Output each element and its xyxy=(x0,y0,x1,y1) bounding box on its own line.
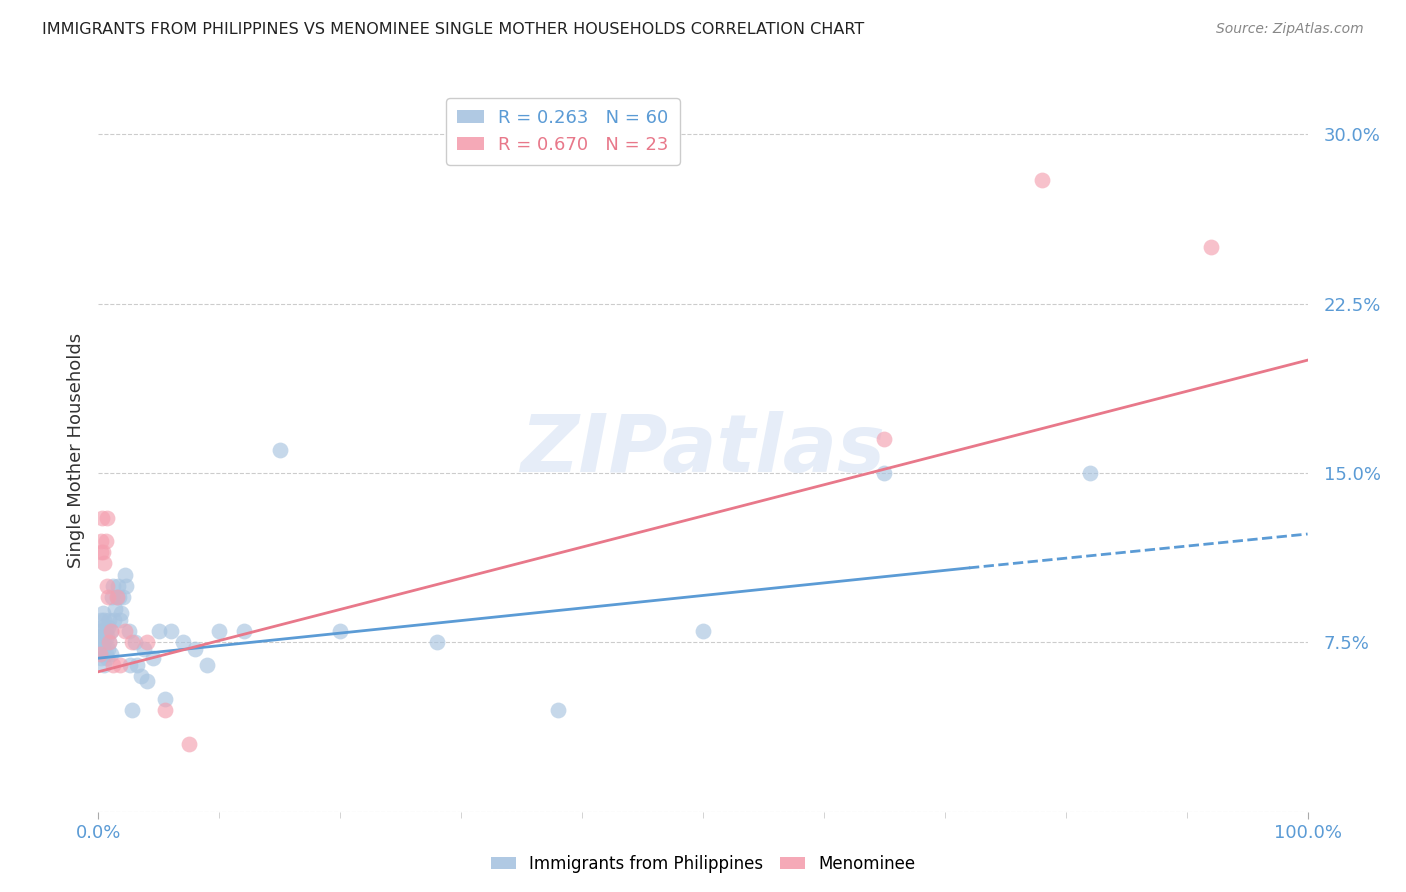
Point xyxy=(108,591,131,605)
Point xyxy=(93,557,115,571)
Point xyxy=(108,613,131,627)
Point xyxy=(89,624,111,639)
Point xyxy=(110,606,132,620)
Point xyxy=(90,651,112,665)
Point xyxy=(94,533,117,548)
Point xyxy=(426,635,449,649)
Point xyxy=(100,624,122,639)
Point xyxy=(98,635,121,649)
Point xyxy=(124,635,146,649)
Point xyxy=(1031,172,1053,186)
Point xyxy=(118,657,141,672)
Point xyxy=(269,443,291,458)
Point xyxy=(90,635,112,649)
Point xyxy=(107,579,129,593)
Point xyxy=(195,657,218,672)
Point xyxy=(89,635,111,649)
Point xyxy=(98,635,121,649)
Point xyxy=(96,511,118,525)
Point xyxy=(135,673,157,688)
Point xyxy=(153,691,176,706)
Point xyxy=(208,624,231,639)
Y-axis label: Single Mother Households: Single Mother Households xyxy=(66,333,84,568)
Point xyxy=(127,657,149,672)
Text: Source: ZipAtlas.com: Source: ZipAtlas.com xyxy=(1216,22,1364,37)
Point xyxy=(94,624,117,639)
Point xyxy=(114,624,136,639)
Point xyxy=(91,642,114,657)
Point xyxy=(98,613,121,627)
Point xyxy=(135,635,157,649)
Point xyxy=(103,613,125,627)
Point xyxy=(101,579,124,593)
Point xyxy=(142,651,165,665)
Point xyxy=(121,635,143,649)
Point xyxy=(96,629,118,643)
Point xyxy=(96,651,118,665)
Point xyxy=(100,591,122,605)
Point xyxy=(100,624,122,639)
Point xyxy=(1199,240,1222,254)
Point xyxy=(232,624,254,639)
Point xyxy=(91,629,114,643)
Point xyxy=(115,579,138,593)
Point xyxy=(105,591,128,605)
Point xyxy=(105,591,128,605)
Point xyxy=(91,647,114,661)
Point xyxy=(91,545,114,559)
Point xyxy=(134,642,156,657)
Point xyxy=(153,703,176,717)
Point xyxy=(179,737,201,751)
Point xyxy=(111,591,134,605)
Point xyxy=(172,635,194,649)
Point xyxy=(94,647,117,661)
Text: ZIPatlas: ZIPatlas xyxy=(520,411,886,490)
Point xyxy=(692,624,714,639)
Legend: R = 0.263   N = 60, R = 0.670   N = 23: R = 0.263 N = 60, R = 0.670 N = 23 xyxy=(446,98,679,165)
Point xyxy=(1078,466,1101,480)
Point xyxy=(91,619,114,633)
Point xyxy=(91,511,114,525)
Point xyxy=(90,613,112,627)
Point xyxy=(97,591,120,605)
Point xyxy=(160,624,183,639)
Point xyxy=(873,432,896,446)
Point xyxy=(97,619,120,633)
Point xyxy=(100,647,122,661)
Point xyxy=(129,669,152,683)
Point xyxy=(148,624,170,639)
Point xyxy=(89,647,111,661)
Point xyxy=(184,642,207,657)
Point xyxy=(93,635,115,649)
Point xyxy=(104,601,127,615)
Legend: Immigrants from Philippines, Menominee: Immigrants from Philippines, Menominee xyxy=(484,848,922,880)
Point xyxy=(96,579,118,593)
Point xyxy=(108,657,131,672)
Point xyxy=(90,545,112,559)
Point xyxy=(91,606,114,620)
Point xyxy=(93,613,115,627)
Point xyxy=(114,567,136,582)
Point xyxy=(121,703,143,717)
Point xyxy=(873,466,896,480)
Text: IMMIGRANTS FROM PHILIPPINES VS MENOMINEE SINGLE MOTHER HOUSEHOLDS CORRELATION CH: IMMIGRANTS FROM PHILIPPINES VS MENOMINEE… xyxy=(42,22,865,37)
Point xyxy=(93,657,115,672)
Point xyxy=(547,703,569,717)
Point xyxy=(329,624,352,639)
Point xyxy=(101,657,124,672)
Point xyxy=(90,533,112,548)
Point xyxy=(97,642,120,657)
Point xyxy=(118,624,141,639)
Point xyxy=(91,624,114,639)
